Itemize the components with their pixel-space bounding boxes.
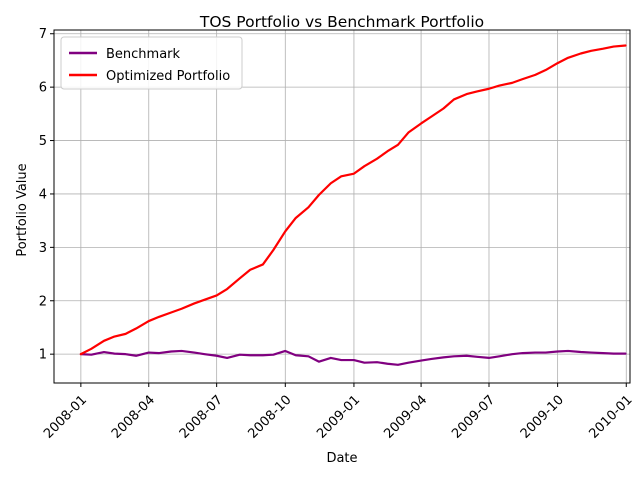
legend-box (60, 36, 243, 90)
y-tick-label: 4 (39, 187, 47, 202)
y-axis-ticks: 1 2 3 4 5 6 7 (39, 27, 54, 363)
y-tick-label: 3 (39, 241, 47, 256)
y-tick-label: 1 (39, 348, 47, 363)
series-line-optimized-portfolio (79, 44, 627, 356)
x-tick-label: 2008-10 (246, 393, 295, 442)
x-tick-label: 2008-01 (41, 393, 90, 442)
x-tick-label: 2009-07 (449, 393, 498, 442)
x-tick-label: 2010-01 (587, 393, 636, 442)
x-tick-label: 2009-04 (381, 393, 430, 442)
grid (54, 30, 630, 383)
y-axis-title: Portfolio Value (15, 163, 30, 256)
legend-label-benchmark: Benchmark (106, 47, 181, 62)
x-axis-ticks: 2008-01 2008-04 2008-07 2008-10 2009-01 2009-… (41, 383, 636, 442)
plot-frame (53, 29, 631, 384)
chart-title: TOS Portfolio vs Benchmark Portfolio (199, 13, 484, 31)
legend: Benchmark Optimized Portfolio (60, 36, 243, 90)
series-line-benchmark (79, 349, 627, 366)
x-tick-label: 2008-04 (109, 393, 158, 442)
x-tick-label: 2009-01 (314, 393, 363, 442)
y-tick-label: 2 (39, 294, 47, 309)
x-axis-title: Date (326, 451, 357, 466)
series-lines (79, 44, 627, 366)
y-tick-label: 5 (39, 134, 47, 149)
x-tick-label: 2008-07 (177, 393, 226, 442)
x-tick-label: 2009-10 (518, 393, 567, 442)
y-tick-label: 7 (39, 27, 47, 42)
y-tick-label: 6 (39, 81, 47, 96)
legend-label-optimized-portfolio: Optimized Portfolio (106, 69, 230, 84)
